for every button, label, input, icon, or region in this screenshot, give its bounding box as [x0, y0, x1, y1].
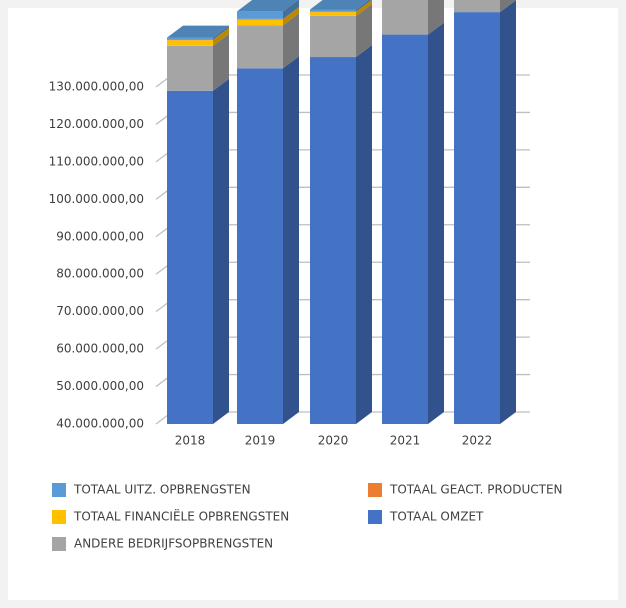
bar	[310, 11, 356, 13]
bar-side	[213, 28, 229, 46]
bar	[237, 18, 283, 20]
bar-side	[283, 56, 299, 425]
bar-side	[283, 13, 299, 69]
legend-label: TOTAAL FINANCIËLE OPBRENGSTEN	[73, 509, 289, 524]
bar	[237, 25, 283, 69]
bar-top	[237, 0, 299, 12]
y-tick-label: 120.000.000,00	[49, 117, 144, 131]
x-tick-label: 2018	[175, 434, 206, 448]
legend-label: TOTAAL OMZET	[389, 510, 484, 524]
y-tick-label: 40.000.000,00	[56, 417, 144, 431]
bar-side	[213, 33, 229, 91]
y-tick-label: 90.000.000,00	[56, 229, 144, 243]
y-tick-label: 100.000.000,00	[49, 192, 144, 206]
x-tick-label: 2021	[390, 434, 421, 448]
bar	[167, 37, 213, 40]
bar-side	[213, 27, 229, 41]
legend-swatch	[52, 483, 66, 497]
bar	[382, 0, 428, 35]
bar	[237, 19, 283, 26]
legend-label: ANDERE BEDRIJFSOPBRENGSTEN	[74, 537, 273, 551]
y-tick-label: 80.000.000,00	[56, 267, 144, 281]
bar-side	[356, 45, 372, 425]
legend-label: TOTAAL GEACT. PRODUCTEN	[389, 483, 563, 497]
y-tick-label: 130.000.000,00	[49, 80, 144, 94]
bar-side	[356, 0, 372, 13]
bar	[310, 15, 356, 58]
y-tick-label: 70.000.000,00	[56, 304, 144, 318]
y-tick-label: 110.000.000,00	[49, 154, 144, 168]
bar-side	[500, 0, 516, 13]
y-tick-label: 60.000.000,00	[56, 342, 144, 356]
legend-swatch	[52, 510, 66, 524]
bar-side	[213, 78, 229, 424]
x-tick-label: 2019	[245, 434, 276, 448]
bar	[167, 45, 213, 91]
legend-swatch	[52, 537, 66, 551]
bar	[454, 12, 500, 424]
bar	[310, 12, 356, 16]
bar-side	[428, 0, 444, 35]
x-tick-label: 2020	[318, 434, 349, 448]
bar	[167, 39, 213, 41]
bar-side	[500, 0, 516, 424]
x-tick-label: 2022	[462, 434, 493, 448]
bar	[382, 34, 428, 424]
bar-top	[167, 25, 229, 38]
bar	[167, 40, 213, 46]
bar	[167, 90, 213, 424]
legend-label: TOTAAL UITZ. OPBRENGSTEN	[73, 483, 251, 497]
bar-side	[283, 7, 299, 26]
legend-swatch	[368, 483, 382, 497]
legend-swatch	[368, 510, 382, 524]
bar	[310, 9, 356, 12]
bar-side	[428, 22, 444, 424]
y-tick-label: 50.000.000,00	[56, 379, 144, 393]
bar-side	[213, 25, 229, 40]
bar-side	[356, 0, 372, 16]
bar	[237, 11, 283, 19]
bar-side	[283, 6, 299, 20]
bar-side	[356, 0, 372, 12]
bar	[237, 68, 283, 425]
bar-side	[356, 3, 372, 58]
bar-side	[283, 0, 299, 19]
bar	[310, 57, 356, 425]
bar-top	[310, 0, 369, 10]
bar	[454, 0, 500, 13]
